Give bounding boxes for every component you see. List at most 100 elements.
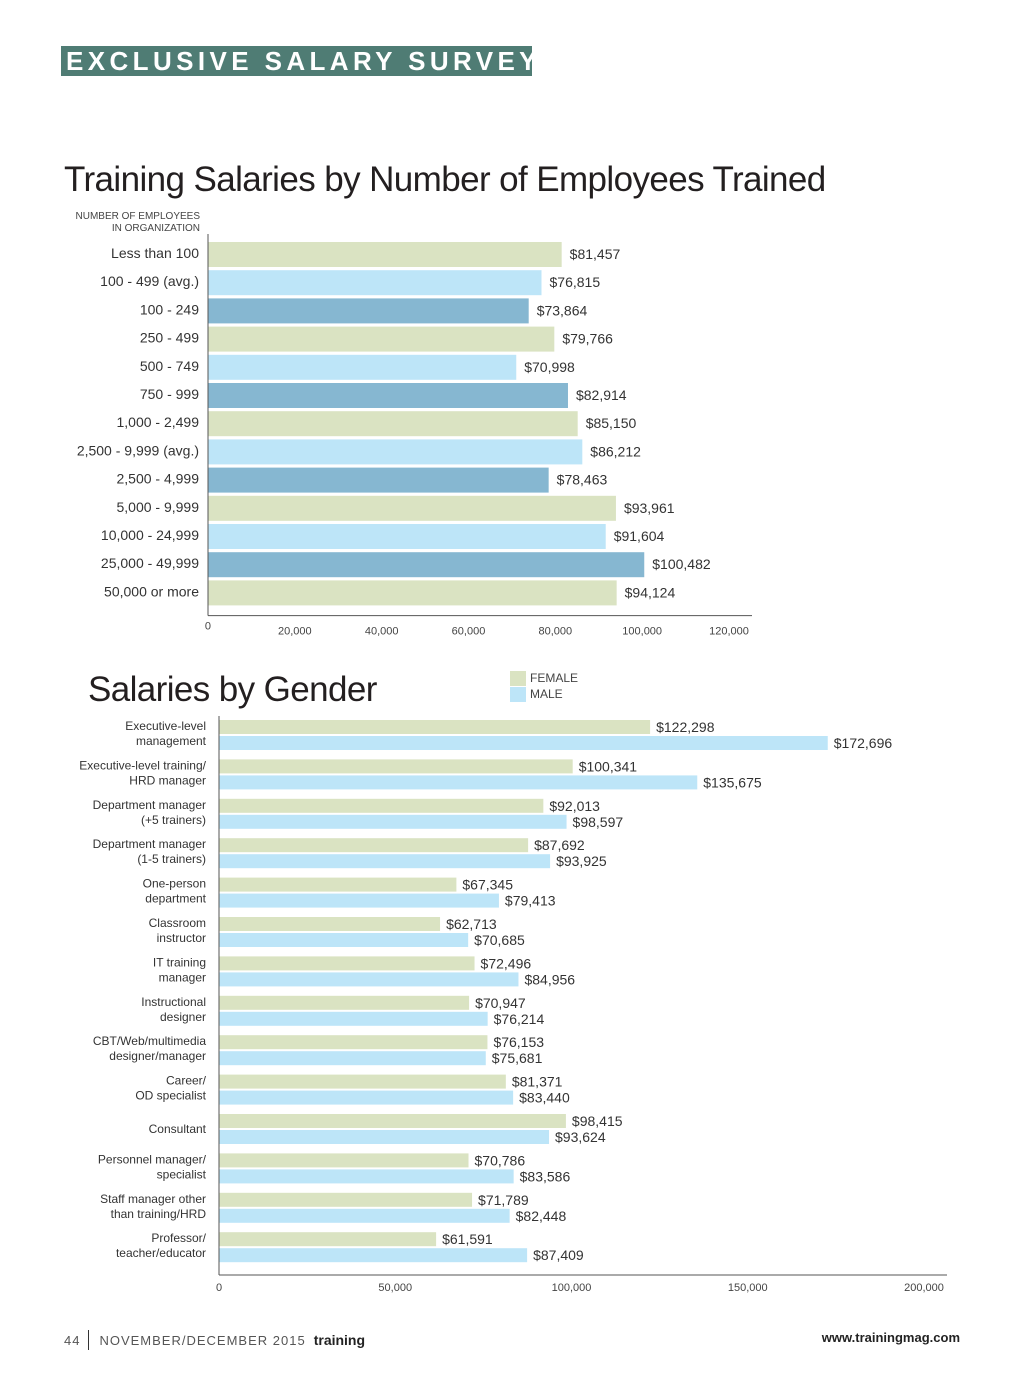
page-number: 44 <box>64 1332 81 1348</box>
chart-title-gender: Salaries by Gender <box>88 670 377 709</box>
footer-divider <box>88 1330 90 1350</box>
value-label-male: $82,448 <box>516 1208 567 1224</box>
bar-female <box>219 759 573 774</box>
value-label-female: $92,013 <box>549 798 600 814</box>
value-label: $73,864 <box>537 302 588 318</box>
category-label: OD specialist <box>135 1089 206 1103</box>
category-label: 100 - 499 (avg.) <box>100 273 199 289</box>
value-label: $76,815 <box>550 274 601 290</box>
chart-title-employees: Training Salaries by Number of Employees… <box>64 160 826 199</box>
legend-item-female: FEMALE <box>510 670 578 686</box>
category-label: Department manager <box>93 798 206 812</box>
bar-male <box>219 933 469 947</box>
employees-bar-chart: Less than 100 $81,457 100 - 499 (avg.) $76,… <box>77 234 752 638</box>
footer-issue: 44 NOVEMBER/DECEMBER 2015 training <box>64 1330 365 1350</box>
value-label-male: $172,696 <box>834 735 893 751</box>
category-label: teacher/educator <box>116 1246 206 1260</box>
category-label: IT training <box>153 955 206 969</box>
value-label-male: $75,681 <box>492 1050 543 1066</box>
magazine-brand: training <box>313 1332 366 1348</box>
category-label: Less than 100 <box>111 245 199 261</box>
category-label: Staff manager other <box>100 1192 206 1206</box>
value-label: $94,124 <box>625 584 676 600</box>
value-label-female: $81,371 <box>512 1074 563 1090</box>
category-label: 2,500 - 9,999 (avg.) <box>77 442 199 458</box>
bar <box>208 439 583 465</box>
value-label: $85,150 <box>586 415 637 431</box>
value-label: $91,604 <box>614 528 665 544</box>
category-label: 500 - 749 <box>140 358 199 374</box>
category-label: Classroom <box>149 916 206 930</box>
bar-female <box>219 1114 566 1128</box>
legend-label-male: MALE <box>530 687 563 701</box>
category-label: Consultant <box>149 1122 207 1136</box>
bar <box>208 524 606 549</box>
x-tick-label: 150,000 <box>728 1282 768 1294</box>
y-axis-header-line-1: NUMBER OF EMPLOYEES <box>75 211 200 222</box>
x-tick-label: 60,000 <box>452 626 486 638</box>
value-label-female: $100,341 <box>579 758 638 774</box>
bar-female <box>219 956 475 971</box>
value-label-male: $83,440 <box>519 1090 570 1106</box>
bar-male <box>219 1011 488 1026</box>
value-label-female: $61,591 <box>442 1231 493 1247</box>
category-label: 2,500 - 4,999 <box>116 471 199 487</box>
value-label-male: $87,409 <box>533 1247 584 1263</box>
category-label: Executive-level training/ <box>79 758 206 772</box>
category-label: 25,000 - 49,999 <box>101 555 199 571</box>
category-label: specialist <box>157 1167 207 1181</box>
value-label-male: $76,214 <box>494 1011 545 1027</box>
category-label: Executive-level <box>125 719 206 733</box>
x-tick-label: 0 <box>205 621 211 633</box>
x-tick-label: 100,000 <box>622 626 662 638</box>
website-link[interactable]: www.trainingmag.com <box>821 1330 960 1345</box>
category-label: (1-5 trainers) <box>137 852 206 866</box>
value-label-female: $62,713 <box>446 916 497 932</box>
category-label: Department manager <box>93 837 206 851</box>
bar <box>208 552 645 578</box>
bar-female <box>219 1153 469 1168</box>
bar <box>208 495 616 521</box>
value-label-female: $122,298 <box>656 719 715 735</box>
category-label: 1,000 - 2,499 <box>116 414 199 430</box>
bar <box>208 411 578 437</box>
value-label-male: $93,624 <box>555 1129 606 1145</box>
category-label: (+5 trainers) <box>141 813 206 827</box>
x-tick-label: 100,000 <box>552 1282 592 1294</box>
category-label: than training/HRD <box>111 1207 207 1221</box>
bar-female <box>219 917 441 931</box>
x-tick-label: 200,000 <box>904 1282 944 1294</box>
bar-female <box>219 720 651 734</box>
category-label: 250 - 499 <box>140 330 199 346</box>
bar-male <box>219 1090 514 1105</box>
bar <box>208 270 542 296</box>
x-tick-label: 40,000 <box>365 626 399 638</box>
value-label-female: $87,692 <box>534 837 585 853</box>
category-label: department <box>145 892 206 906</box>
x-tick-label: 120,000 <box>709 626 749 638</box>
category-label: HRD manager <box>129 773 206 787</box>
gender-bar-chart: $122,298 $172,696 Executive-levelmanagemen… <box>79 716 947 1294</box>
bar-female <box>219 1232 437 1247</box>
category-label: Professor/ <box>151 1231 206 1245</box>
bar-male <box>219 736 828 750</box>
bar-male <box>219 972 519 987</box>
bar-female <box>219 995 470 1010</box>
issue-date: NOVEMBER/DECEMBER 2015 <box>99 1332 306 1348</box>
bar-female <box>219 838 529 853</box>
category-label: Instructional <box>141 995 206 1009</box>
value-label-female: $71,789 <box>478 1192 529 1208</box>
bar-male <box>219 775 698 790</box>
bar <box>208 326 555 352</box>
y-axis-header-line-2: IN ORGANIZATION <box>111 223 200 234</box>
category-label: 50,000 or more <box>104 583 199 599</box>
bar <box>208 580 617 606</box>
x-tick-label: 0 <box>216 1282 222 1294</box>
bar-male <box>219 854 551 869</box>
value-label-female: $76,153 <box>493 1034 544 1050</box>
value-label-female: $98,415 <box>572 1113 623 1129</box>
legend-label-female: FEMALE <box>530 671 579 685</box>
bar <box>208 354 517 380</box>
value-label-male: $93,925 <box>556 853 607 869</box>
category-label: 100 - 249 <box>140 301 199 317</box>
